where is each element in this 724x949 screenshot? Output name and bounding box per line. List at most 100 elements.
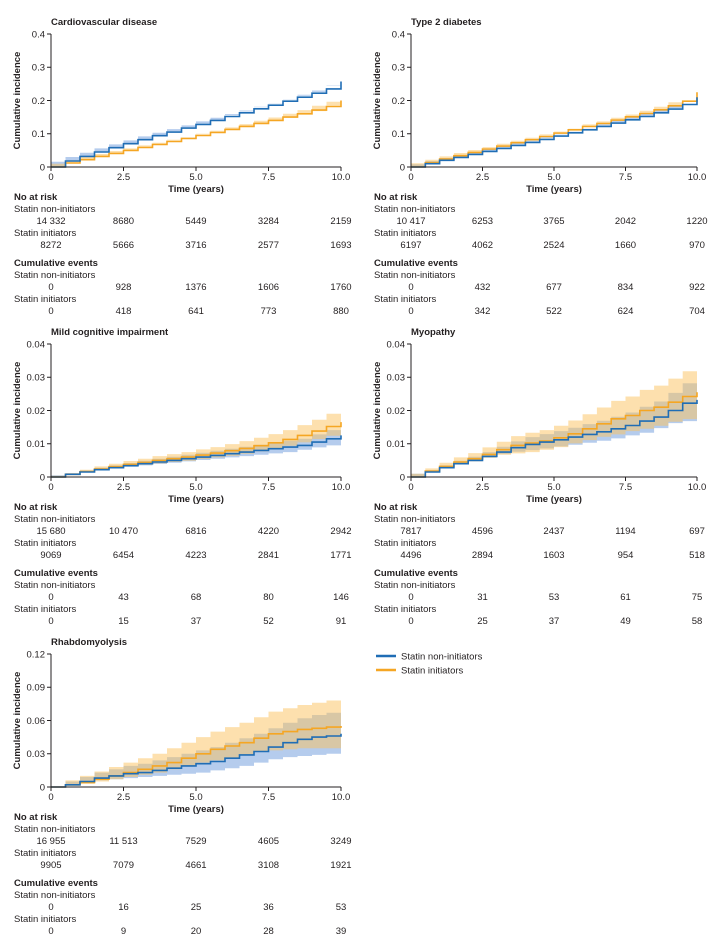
events-group-label: Statin initiators — [14, 914, 77, 925]
ci-band-initiators — [51, 408, 341, 477]
y-tick-label: 0.03 — [387, 373, 406, 384]
at-risk-value-initiators: 7079 — [113, 860, 134, 871]
events-group-label: Statin non-initiators — [374, 270, 456, 281]
x-tick-label: 7.5 — [262, 792, 275, 803]
at-risk-value-initiators: 1693 — [330, 240, 351, 251]
y-axis-label: Cumulative incidence — [12, 672, 23, 770]
y-tick-label: 0.2 — [32, 96, 45, 107]
y-tick-label: 0.04 — [27, 339, 46, 350]
ci-band-initiators — [51, 698, 341, 787]
legend-label-initiators: Statin initiators — [401, 666, 464, 677]
x-tick-label: 10.0 — [688, 172, 707, 183]
chart-title: Mild cognitive impairment — [51, 327, 169, 338]
events-heading: Cumulative events — [14, 258, 98, 269]
x-tick-label: 2.5 — [476, 482, 489, 493]
chart-title: Type 2 diabetes — [411, 17, 482, 28]
y-tick-label: 0.01 — [387, 439, 406, 450]
events-value-initiators: 52 — [263, 616, 274, 627]
events-value-non-initiators: 146 — [333, 592, 349, 603]
at-risk-value-initiators: 954 — [618, 550, 634, 561]
at-risk-value-initiators: 518 — [689, 550, 705, 561]
at-risk-heading: No at risk — [14, 192, 58, 203]
at-risk-group-label: Statin non-initiators — [374, 514, 456, 525]
at-risk-value-non-initiators: 2159 — [330, 216, 351, 227]
at-risk-value-initiators: 4062 — [472, 240, 493, 251]
events-value-non-initiators: 75 — [692, 592, 703, 603]
events-value-non-initiators: 1376 — [185, 282, 206, 293]
at-risk-value-initiators: 2577 — [258, 240, 279, 251]
at-risk-value-non-initiators: 2942 — [330, 526, 351, 537]
events-value-initiators: 342 — [475, 306, 491, 317]
at-risk-value-non-initiators: 5449 — [185, 216, 206, 227]
at-risk-heading: No at risk — [374, 502, 418, 513]
events-value-non-initiators: 0 — [408, 282, 413, 293]
events-value-initiators: 0 — [48, 926, 53, 937]
at-risk-value-initiators: 9069 — [40, 550, 61, 561]
at-risk-group-label: Statin initiators — [374, 228, 437, 239]
y-tick-label: 0.06 — [27, 716, 46, 727]
at-risk-value-initiators: 2894 — [472, 550, 493, 561]
x-tick-label: 0 — [48, 482, 53, 493]
y-tick-label: 0 — [40, 472, 45, 483]
y-tick-label: 0.02 — [387, 406, 406, 417]
x-tick-label: 7.5 — [262, 482, 275, 493]
events-value-initiators: 15 — [118, 616, 129, 627]
events-value-initiators: 880 — [333, 306, 349, 317]
events-value-non-initiators: 0 — [48, 902, 53, 913]
x-tick-label: 0 — [408, 172, 413, 183]
events-value-non-initiators: 432 — [475, 282, 491, 293]
at-risk-value-non-initiators: 4220 — [258, 526, 279, 537]
x-tick-label: 10.0 — [688, 482, 707, 493]
at-risk-value-non-initiators: 3765 — [543, 216, 564, 227]
at-risk-value-non-initiators: 3249 — [330, 836, 351, 847]
x-tick-label: 0 — [48, 792, 53, 803]
at-risk-value-non-initiators: 10 417 — [396, 216, 425, 227]
events-value-initiators: 704 — [689, 306, 705, 317]
at-risk-value-initiators: 1921 — [330, 860, 351, 871]
events-value-non-initiators: 61 — [620, 592, 631, 603]
events-value-non-initiators: 36 — [263, 902, 274, 913]
chart-title: Cardiovascular disease — [51, 17, 157, 28]
events-value-initiators: 58 — [692, 616, 703, 627]
at-risk-value-non-initiators: 2437 — [543, 526, 564, 537]
at-risk-value-initiators: 3108 — [258, 860, 279, 871]
events-value-non-initiators: 43 — [118, 592, 129, 603]
at-risk-group-label: Statin initiators — [14, 848, 77, 859]
events-value-initiators: 25 — [477, 616, 488, 627]
y-axis-label: Cumulative incidence — [12, 52, 23, 150]
events-value-non-initiators: 1606 — [258, 282, 279, 293]
events-value-non-initiators: 677 — [546, 282, 562, 293]
at-risk-value-non-initiators: 6253 — [472, 216, 493, 227]
events-heading: Cumulative events — [14, 568, 98, 579]
events-value-initiators: 0 — [48, 616, 53, 627]
events-group-label: Statin initiators — [374, 294, 437, 305]
events-value-non-initiators: 25 — [191, 902, 202, 913]
y-axis-label: Cumulative incidence — [372, 52, 383, 150]
at-risk-value-initiators: 1603 — [543, 550, 564, 561]
series-line-non-initiators — [51, 435, 342, 478]
x-tick-label: 0 — [408, 482, 413, 493]
x-axis-label: Time (years) — [168, 804, 224, 815]
y-tick-label: 0.1 — [32, 129, 45, 140]
chart-panel-5: Rhabdomyolysis 0 0.03 0.06 0.09 0.12 0 2.5 5.0 7.… — [12, 637, 352, 937]
y-tick-label: 0.03 — [27, 749, 46, 760]
events-value-non-initiators: 0 — [48, 592, 53, 603]
x-tick-label: 5.0 — [189, 482, 202, 493]
at-risk-group-label: Statin initiators — [374, 538, 437, 549]
y-tick-label: 0.09 — [27, 683, 46, 694]
events-value-initiators: 773 — [261, 306, 277, 317]
x-axis-label: Time (years) — [526, 184, 582, 195]
y-tick-label: 0 — [400, 472, 405, 483]
events-heading: Cumulative events — [14, 878, 98, 889]
series-line-initiators — [51, 100, 342, 168]
x-axis-label: Time (years) — [168, 184, 224, 195]
events-group-label: Statin non-initiators — [14, 580, 96, 591]
events-value-non-initiators: 928 — [116, 282, 132, 293]
events-value-initiators: 9 — [121, 926, 126, 937]
y-tick-label: 0.4 — [392, 29, 405, 40]
at-risk-value-non-initiators: 16 955 — [36, 836, 65, 847]
events-value-non-initiators: 0 — [408, 592, 413, 603]
y-tick-label: 0.2 — [392, 96, 405, 107]
chart-panel-1: Cardiovascular disease 0 0.1 0.2 0.3 0.4 0 2.5 5… — [12, 17, 352, 317]
